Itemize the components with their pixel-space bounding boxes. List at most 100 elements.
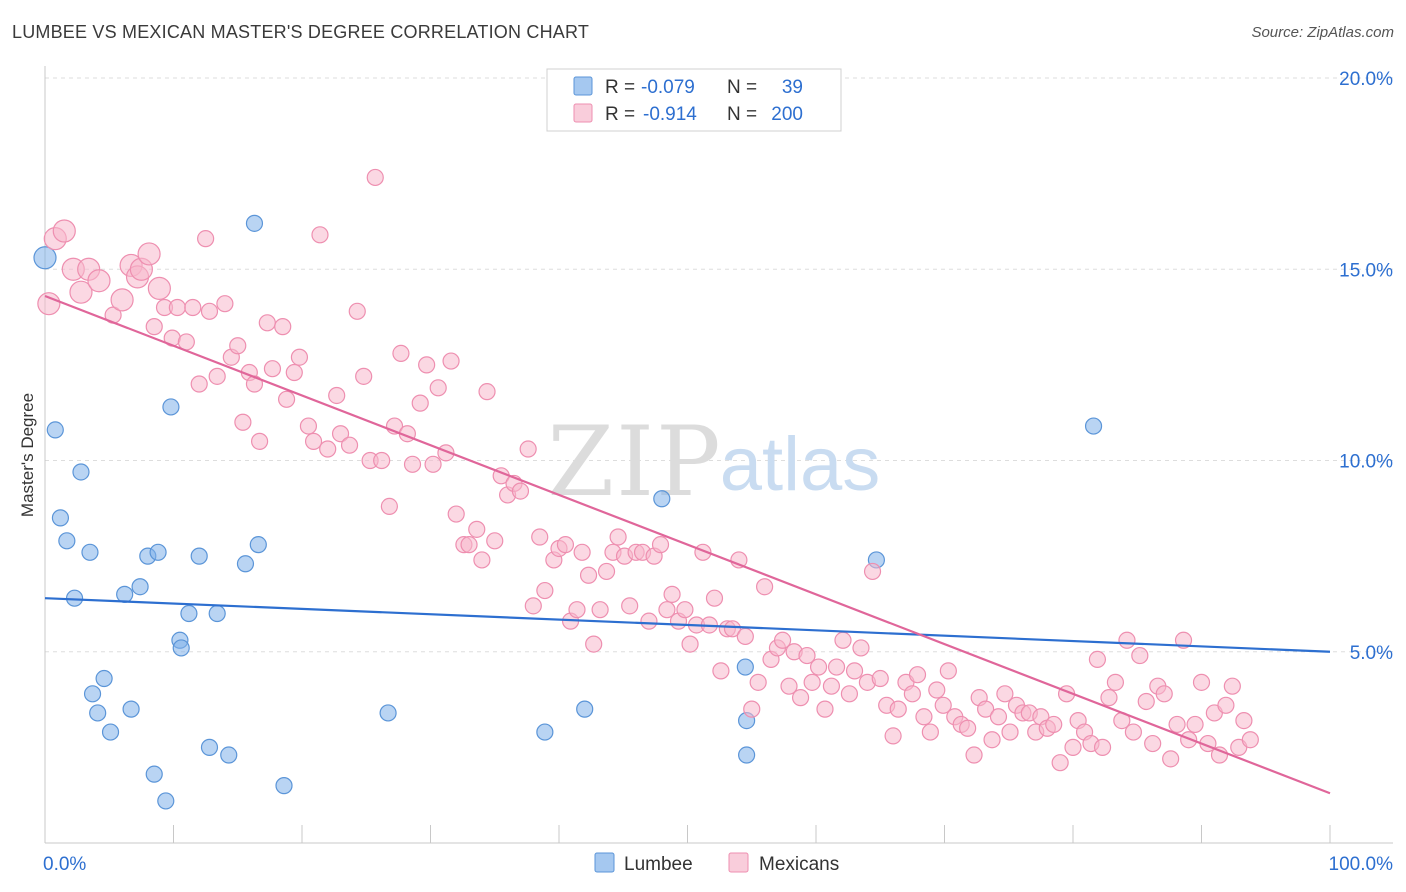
- axes: [44, 66, 1393, 844]
- mexicans-point: [473, 551, 491, 569]
- mexicans-point: [609, 528, 627, 546]
- lumbee-trend-line: [44, 597, 1331, 653]
- mexicans-point: [791, 689, 810, 707]
- lumbee-point: [536, 723, 554, 741]
- lumbee-point: [249, 536, 267, 554]
- mexicans-point: [579, 566, 598, 584]
- mexicans-point: [591, 601, 609, 619]
- mexicans-point: [37, 292, 61, 316]
- mexicans-point: [651, 536, 670, 554]
- mexicans-point: [373, 451, 391, 470]
- mexicans-point: [1217, 696, 1235, 714]
- legend-n-label: N =: [727, 77, 757, 98]
- mexicans-point: [328, 386, 346, 405]
- mexicans-point: [229, 337, 247, 355]
- mexicans-point: [1235, 711, 1253, 730]
- mexicans-point: [939, 662, 957, 680]
- mexicans-point: [743, 700, 761, 718]
- mexicans-point: [845, 662, 864, 680]
- mexicans-point: [184, 298, 202, 317]
- lumbee-point: [145, 765, 163, 783]
- mexicans-trend-line: [44, 294, 1331, 795]
- mexicans-point: [447, 505, 465, 523]
- legend-label-mexicans: Mexicans: [759, 854, 839, 875]
- mexicans-point: [809, 658, 828, 676]
- lumbee-point: [157, 792, 175, 810]
- mexicans-point: [311, 226, 329, 244]
- mexicans-point: [1241, 731, 1259, 749]
- legend-box: [546, 68, 842, 132]
- mexicans-point: [478, 383, 496, 401]
- mexicans-point: [889, 700, 907, 718]
- lumbee-point: [172, 639, 190, 657]
- mexicans-point: [834, 631, 852, 649]
- data-points: [33, 168, 1259, 810]
- mexicans-point: [348, 302, 366, 320]
- lumbee-point: [58, 532, 76, 550]
- mexicans-point: [442, 352, 460, 370]
- lumbee-point: [122, 700, 140, 718]
- mexicans-point: [1223, 677, 1241, 695]
- mexicans-point: [1093, 738, 1112, 756]
- legend-swatch-mexicans: [728, 852, 749, 873]
- legend-r-value: -0.079: [641, 77, 695, 98]
- mexicans-point: [884, 727, 902, 745]
- mexicans-point: [915, 708, 933, 726]
- lumbee-point: [736, 658, 754, 676]
- mexicans-point: [299, 417, 318, 435]
- mexicans-point: [366, 168, 384, 187]
- lumbee-point: [116, 585, 134, 603]
- mexicans-point: [168, 298, 186, 317]
- mexicans-point: [573, 543, 591, 561]
- mexicans-point: [1168, 715, 1186, 734]
- mexicans-point: [852, 639, 870, 657]
- watermark-atlas: atlas: [720, 422, 881, 507]
- mexicans-point: [392, 344, 410, 362]
- lumbee-point: [208, 604, 226, 623]
- mexicans-point: [258, 314, 276, 332]
- mexicans-point: [585, 635, 603, 653]
- mexicans-point: [780, 677, 798, 695]
- mexicans-point: [1137, 692, 1155, 711]
- mexicans-point: [934, 696, 952, 714]
- mexicans-point: [736, 627, 754, 646]
- mexicans-point: [1144, 734, 1162, 753]
- mexicans-point: [52, 219, 76, 243]
- legend-n-value: 39: [782, 77, 803, 98]
- mexicans-point: [524, 597, 542, 615]
- mexicans-point: [137, 242, 161, 266]
- lumbee-point: [1084, 417, 1103, 435]
- lumbee-point: [576, 700, 594, 718]
- lumbee-point: [101, 723, 120, 741]
- mexicans-point: [274, 318, 292, 336]
- mexicans-point: [190, 375, 208, 393]
- lumbee-point: [72, 463, 90, 481]
- mexicans-point: [871, 669, 889, 688]
- mexicans-point: [531, 528, 549, 546]
- mexicans-point: [681, 635, 699, 653]
- watermark-zip: ZIP: [547, 406, 722, 518]
- mexicans-point: [676, 601, 694, 619]
- mexicans-point: [1155, 685, 1173, 703]
- mexicans-point: [197, 230, 215, 248]
- mexicans-point: [908, 666, 927, 684]
- mexicans-point: [755, 578, 774, 596]
- mexicans-point: [1118, 631, 1136, 649]
- legend-r-label: R =: [605, 104, 635, 125]
- mexicans-point: [429, 379, 447, 397]
- y-tick-label: 10.0%: [1339, 452, 1393, 473]
- mexicans-point: [863, 562, 882, 581]
- mexicans-point: [1106, 673, 1125, 691]
- mexicans-point: [965, 746, 983, 764]
- y-tick-label: 20.0%: [1339, 69, 1393, 90]
- mexicans-point: [827, 658, 846, 676]
- mexicans-point: [200, 302, 219, 320]
- mexicans-point: [1186, 715, 1204, 734]
- mexicans-point: [285, 363, 303, 382]
- mexicans-point: [250, 432, 269, 450]
- mexicans-point: [903, 685, 921, 703]
- legend-swatch-lumbee: [594, 852, 615, 873]
- mexicans-point: [208, 367, 226, 385]
- mexicans-point: [921, 723, 939, 741]
- lumbee-point: [275, 777, 293, 795]
